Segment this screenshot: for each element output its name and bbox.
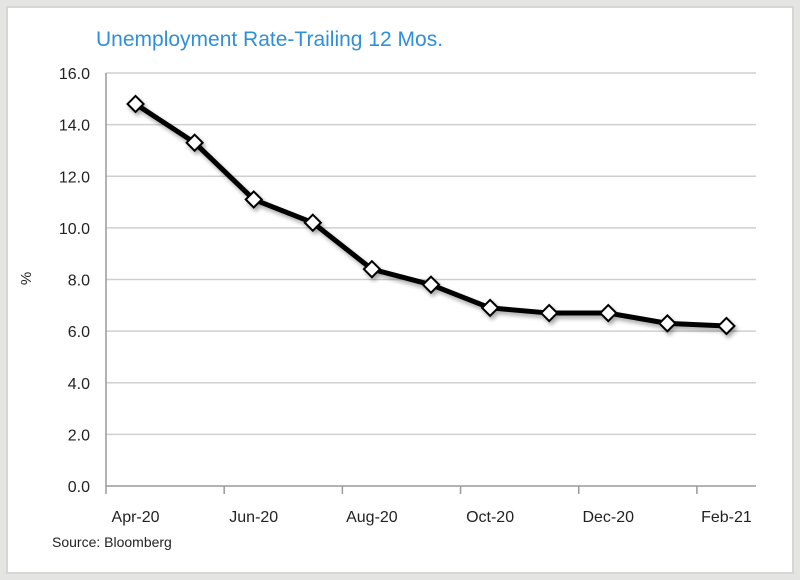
data-point-marker <box>598 303 618 323</box>
chart-title: Unemployment Rate-Trailing 12 Mos. <box>96 28 444 51</box>
x-tick-label: Oct-20 <box>466 509 514 526</box>
y-tick-label: 2.0 <box>68 427 90 444</box>
data-point-marker <box>421 275 441 295</box>
data-point-marker <box>539 303 559 323</box>
source-note: Source: Bloomberg <box>52 534 172 550</box>
data-point-marker <box>185 133 205 153</box>
data-point-marker <box>480 298 500 318</box>
y-tick-label: 16.0 <box>59 66 90 83</box>
y-tick-label: 14.0 <box>59 118 90 135</box>
x-tick-label: Aug-20 <box>346 509 398 526</box>
y-tick-label: 0.0 <box>68 479 90 496</box>
data-point-marker <box>362 259 382 279</box>
y-tick-label: 4.0 <box>68 376 90 393</box>
y-tick-label: 8.0 <box>68 273 90 290</box>
x-tick-label: Feb-21 <box>701 509 752 526</box>
gridlines <box>106 72 756 436</box>
y-tick-label: 10.0 <box>59 221 90 238</box>
y-tick-label: 6.0 <box>68 324 90 341</box>
x-tick-label: Apr-20 <box>112 509 160 526</box>
y-tick-label: 12.0 <box>59 169 90 186</box>
data-point-marker <box>126 94 145 114</box>
series-unemployment <box>126 94 736 336</box>
axes: 0.0 2.0 4.0 6.0 8.0 10.0 12.0 14.0 16.0 Apr-20 Jun… <box>59 66 756 526</box>
data-point-marker <box>244 190 264 209</box>
data-point-marker <box>717 316 736 336</box>
x-tick-label: Jun-20 <box>229 509 278 526</box>
data-point-marker <box>303 213 323 233</box>
x-tick-label: Dec-20 <box>582 509 634 526</box>
data-point-marker <box>657 313 677 333</box>
